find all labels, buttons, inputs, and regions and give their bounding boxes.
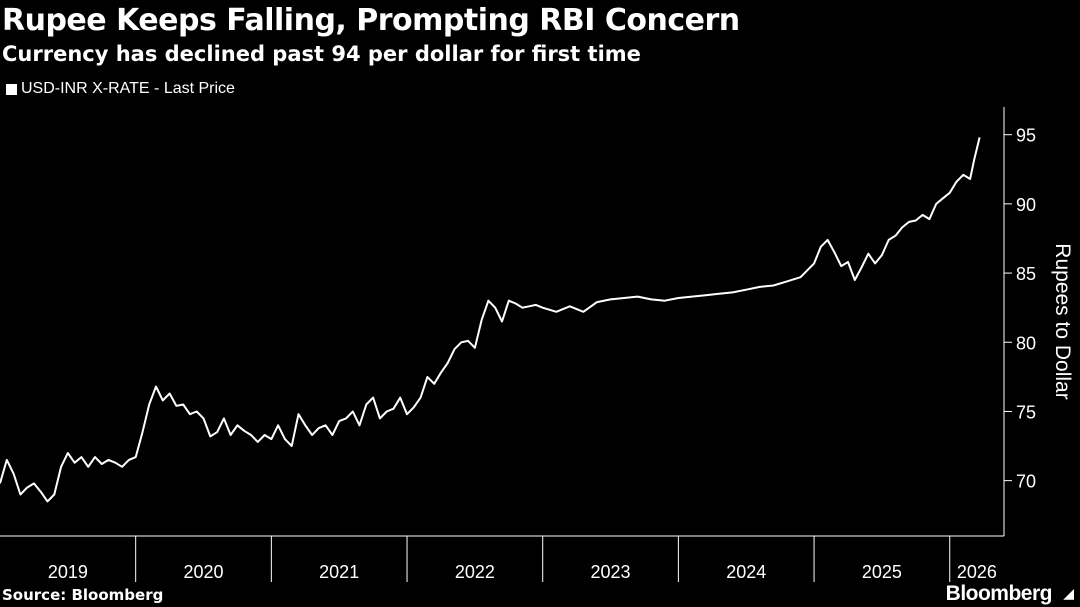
chart-title: Rupee Keeps Falling, Prompting RBI Conce… — [2, 3, 740, 38]
y-axis-label: Rupees to Dollar — [1051, 243, 1074, 399]
y-tick-label: 90 — [1016, 195, 1036, 215]
bloomberg-terminal-icon: ◢ — [1063, 585, 1074, 601]
series-line-0 — [0, 137, 981, 503]
x-tick-label: 2025 — [862, 562, 902, 582]
x-tick-label: 2022 — [455, 562, 495, 582]
legend: USD-INR X-RATE - Last Price — [6, 80, 235, 98]
y-tick-label: 95 — [1016, 126, 1036, 146]
legend-label: USD-INR X-RATE - Last Price — [21, 80, 235, 97]
source-note: Source: Bloomberg — [2, 586, 164, 604]
chart-subtitle: Currency has declined past 94 per dollar… — [2, 42, 641, 66]
y-tick-label: 75 — [1016, 402, 1036, 422]
bloomberg-logo: Bloomberg — [945, 582, 1053, 605]
legend-swatch — [6, 83, 17, 95]
y-tick-label: 85 — [1016, 264, 1036, 284]
x-tick-label: 2026 — [957, 562, 997, 582]
x-tick-label: 2020 — [183, 562, 223, 582]
x-tick-label: 2021 — [319, 562, 359, 582]
y-tick-label: 70 — [1016, 472, 1036, 492]
x-tick-label: 2019 — [48, 562, 88, 582]
y-tick-label: 80 — [1016, 333, 1036, 353]
x-tick-label: 2023 — [591, 562, 631, 582]
x-tick-label: 2024 — [726, 562, 766, 582]
